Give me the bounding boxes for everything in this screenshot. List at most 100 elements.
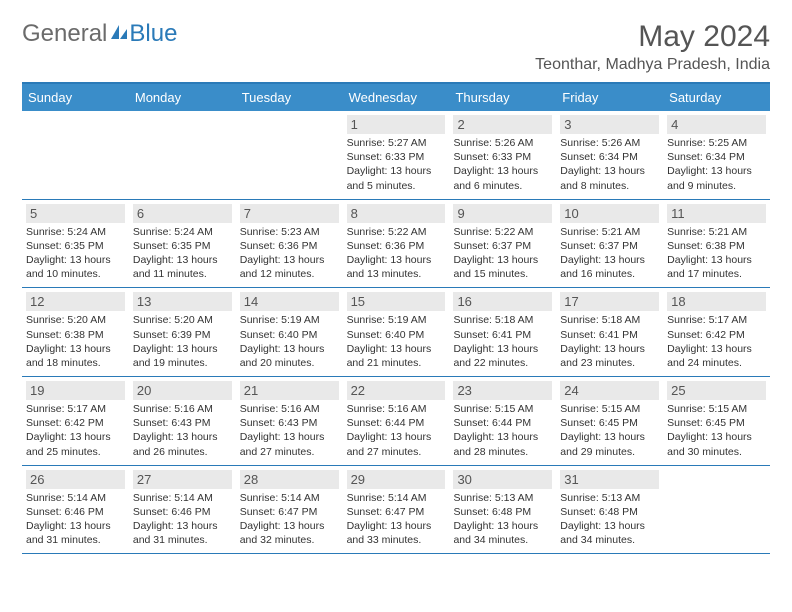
day-number: 29 — [347, 470, 446, 489]
day-info: Sunrise: 5:21 AMSunset: 6:37 PMDaylight:… — [560, 225, 659, 282]
week-row: 1 Sunrise: 5:27 AMSunset: 6:33 PMDaylight… — [22, 111, 770, 200]
day-header: Thursday — [449, 84, 556, 111]
day-cell: 5Sunrise: 5:24 AMSunset: 6:35 PMDaylight… — [22, 200, 129, 288]
day-info: Sunrise: 5:13 AMSunset: 6:48 PMDaylight:… — [560, 491, 659, 548]
day-number: 27 — [133, 470, 232, 489]
day-info: Sunrise: 5:15 AMSunset: 6:44 PMDaylight:… — [453, 402, 552, 459]
day-info: Sunrise: 5:19 AMSunset: 6:40 PMDaylight:… — [347, 313, 446, 370]
day-info: Sunrise: 5:22 AMSunset: 6:36 PMDaylight:… — [347, 225, 446, 282]
day-cell: 8Sunrise: 5:22 AMSunset: 6:36 PMDaylight… — [343, 200, 450, 288]
day-header: Tuesday — [236, 84, 343, 111]
day-number: 6 — [133, 204, 232, 223]
day-info: Sunrise: 5:15 AMSunset: 6:45 PMDaylight:… — [667, 402, 766, 459]
day-cell: 28Sunrise: 5:14 AMSunset: 6:47 PMDayligh… — [236, 466, 343, 554]
day-cell: 16Sunrise: 5:18 AMSunset: 6:41 PMDayligh… — [449, 288, 556, 376]
day-number: 15 — [347, 292, 446, 311]
day-cell: 15 Sunrise: 5:19 AMSunset: 6:40 PMDayligh… — [343, 288, 450, 376]
week-row: 5Sunrise: 5:24 AMSunset: 6:35 PMDaylight… — [22, 200, 770, 289]
day-number: 13 — [133, 292, 232, 311]
day-number: 12 — [26, 292, 125, 311]
day-cell — [236, 111, 343, 199]
day-info: Sunrise: 5:20 AMSunset: 6:38 PMDaylight:… — [26, 313, 125, 370]
day-number: 1 — [347, 115, 446, 134]
day-info: Sunrise: 5:17 AMSunset: 6:42 PMDaylight:… — [26, 402, 125, 459]
day-cell: 21 Sunrise: 5:16 AMSunset: 6:43 PMDayligh… — [236, 377, 343, 465]
day-cell: 31 Sunrise: 5:13 AMSunset: 6:48 PMDayligh… — [556, 466, 663, 554]
day-cell: 20 Sunrise: 5:16 AMSunset: 6:43 PMDayligh… — [129, 377, 236, 465]
brand-text-2: Blue — [129, 20, 177, 48]
day-number: 21 — [240, 381, 339, 400]
day-cell: 10Sunrise: 5:21 AMSunset: 6:37 PMDayligh… — [556, 200, 663, 288]
day-info: Sunrise: 5:26 AMSunset: 6:34 PMDaylight:… — [560, 136, 659, 193]
brand-text-1: General — [22, 20, 107, 48]
day-info: Sunrise: 5:27 AMSunset: 6:33 PMDaylight:… — [347, 136, 446, 193]
day-header: Wednesday — [343, 84, 450, 111]
day-info: Sunrise: 5:16 AMSunset: 6:43 PMDaylight:… — [133, 402, 232, 459]
day-number: 28 — [240, 470, 339, 489]
day-info: Sunrise: 5:16 AMSunset: 6:43 PMDaylight:… — [240, 402, 339, 459]
week-row: 12 Sunrise: 5:20 AMSunset: 6:38 PMDayligh… — [22, 288, 770, 377]
day-info: Sunrise: 5:14 AMSunset: 6:47 PMDaylight:… — [347, 491, 446, 548]
day-info: Sunrise: 5:14 AMSunset: 6:46 PMDaylight:… — [133, 491, 232, 548]
day-number: 7 — [240, 204, 339, 223]
day-info: Sunrise: 5:25 AMSunset: 6:34 PMDaylight:… — [667, 136, 766, 193]
day-header: Friday — [556, 84, 663, 111]
header: General Blue May 2024 Teonthar, Madhya Pr… — [22, 20, 770, 74]
day-number: 11 — [667, 204, 766, 223]
day-header: Monday — [129, 84, 236, 111]
day-cell: 1 Sunrise: 5:27 AMSunset: 6:33 PMDaylight… — [343, 111, 450, 199]
location-text: Teonthar, Madhya Pradesh, India — [535, 56, 770, 74]
day-number: 18 — [667, 292, 766, 311]
day-cell: 22 Sunrise: 5:16 AMSunset: 6:44 PMDayligh… — [343, 377, 450, 465]
day-cell: 17Sunrise: 5:18 AMSunset: 6:41 PMDayligh… — [556, 288, 663, 376]
day-info: Sunrise: 5:15 AMSunset: 6:45 PMDaylight:… — [560, 402, 659, 459]
day-number: 4 — [667, 115, 766, 134]
day-cell: 11 Sunrise: 5:21 AMSunset: 6:38 PMDayligh… — [663, 200, 770, 288]
calendar-body: 1 Sunrise: 5:27 AMSunset: 6:33 PMDaylight… — [22, 111, 770, 554]
day-info: Sunrise: 5:22 AMSunset: 6:37 PMDaylight:… — [453, 225, 552, 282]
day-cell: 19 Sunrise: 5:17 AMSunset: 6:42 PMDayligh… — [22, 377, 129, 465]
day-cell: 29 Sunrise: 5:14 AMSunset: 6:47 PMDayligh… — [343, 466, 450, 554]
day-cell: 18 Sunrise: 5:17 AMSunset: 6:42 PMDayligh… — [663, 288, 770, 376]
day-info: Sunrise: 5:13 AMSunset: 6:48 PMDaylight:… — [453, 491, 552, 548]
brand-logo: General Blue — [22, 20, 177, 48]
day-info: Sunrise: 5:24 AMSunset: 6:35 PMDaylight:… — [133, 225, 232, 282]
day-cell: 7Sunrise: 5:23 AMSunset: 6:36 PMDaylight… — [236, 200, 343, 288]
day-cell: 24 Sunrise: 5:15 AMSunset: 6:45 PMDayligh… — [556, 377, 663, 465]
day-cell: 26Sunrise: 5:14 AMSunset: 6:46 PMDayligh… — [22, 466, 129, 554]
day-info: Sunrise: 5:17 AMSunset: 6:42 PMDaylight:… — [667, 313, 766, 370]
day-info: Sunrise: 5:26 AMSunset: 6:33 PMDaylight:… — [453, 136, 552, 193]
day-info: Sunrise: 5:24 AMSunset: 6:35 PMDaylight:… — [26, 225, 125, 282]
month-title: May 2024 — [535, 20, 770, 54]
day-cell: 13 Sunrise: 5:20 AMSunset: 6:39 PMDayligh… — [129, 288, 236, 376]
day-number: 14 — [240, 292, 339, 311]
day-cell: 27 Sunrise: 5:14 AMSunset: 6:46 PMDayligh… — [129, 466, 236, 554]
title-block: May 2024 Teonthar, Madhya Pradesh, India — [535, 20, 770, 74]
day-number: 22 — [347, 381, 446, 400]
day-cell: 6 Sunrise: 5:24 AMSunset: 6:35 PMDaylight… — [129, 200, 236, 288]
day-cell: 14Sunrise: 5:19 AMSunset: 6:40 PMDayligh… — [236, 288, 343, 376]
day-cell: 9Sunrise: 5:22 AMSunset: 6:37 PMDaylight… — [449, 200, 556, 288]
day-number: 19 — [26, 381, 125, 400]
day-number: 31 — [560, 470, 659, 489]
day-number: 25 — [667, 381, 766, 400]
sail-icon — [109, 20, 129, 48]
day-info: Sunrise: 5:14 AMSunset: 6:46 PMDaylight:… — [26, 491, 125, 548]
day-cell: 30 Sunrise: 5:13 AMSunset: 6:48 PMDayligh… — [449, 466, 556, 554]
calendar: SundayMondayTuesdayWednesdayThursdayFrid… — [22, 82, 770, 554]
day-cell: 23 Sunrise: 5:15 AMSunset: 6:44 PMDayligh… — [449, 377, 556, 465]
day-cell — [129, 111, 236, 199]
day-cell: 3Sunrise: 5:26 AMSunset: 6:34 PMDaylight… — [556, 111, 663, 199]
day-number: 23 — [453, 381, 552, 400]
day-number: 16 — [453, 292, 552, 311]
day-info: Sunrise: 5:16 AMSunset: 6:44 PMDaylight:… — [347, 402, 446, 459]
day-cell — [22, 111, 129, 199]
day-info: Sunrise: 5:21 AMSunset: 6:38 PMDaylight:… — [667, 225, 766, 282]
day-number: 30 — [453, 470, 552, 489]
day-header: Saturday — [663, 84, 770, 111]
day-cell: 2Sunrise: 5:26 AMSunset: 6:33 PMDaylight… — [449, 111, 556, 199]
day-number: 20 — [133, 381, 232, 400]
day-number: 24 — [560, 381, 659, 400]
day-cell: 25 Sunrise: 5:15 AMSunset: 6:45 PMDayligh… — [663, 377, 770, 465]
day-info: Sunrise: 5:20 AMSunset: 6:39 PMDaylight:… — [133, 313, 232, 370]
